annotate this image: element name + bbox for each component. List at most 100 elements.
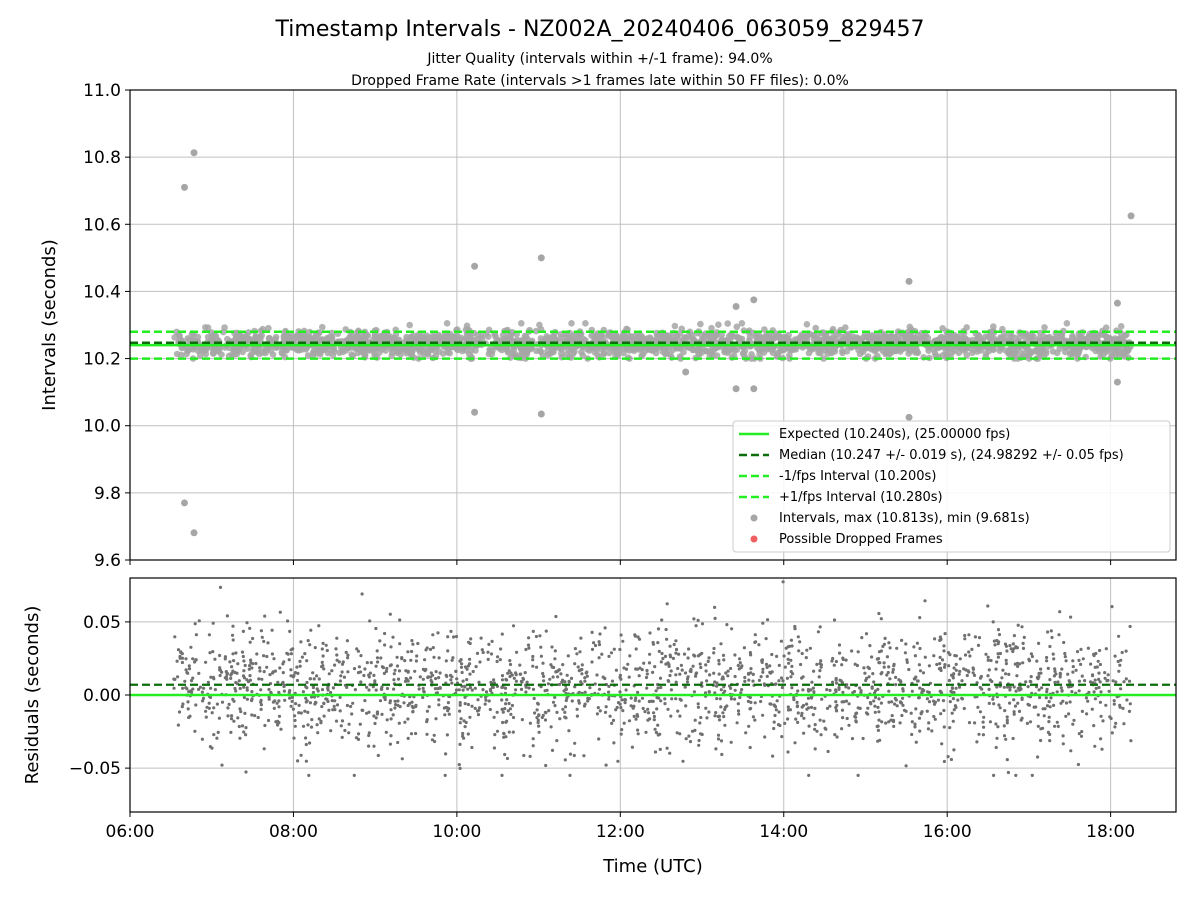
residual-point: [704, 706, 708, 710]
residual-point: [359, 680, 363, 684]
residual-point: [1030, 654, 1034, 659]
residual-point: [927, 721, 931, 725]
residual-point: [211, 650, 215, 654]
residual-point: [1124, 649, 1128, 653]
interval-point: [904, 328, 912, 336]
residual-point: [914, 707, 918, 711]
residual-point: [664, 627, 668, 632]
residual-point: [406, 670, 410, 674]
residual-point: [402, 701, 406, 705]
intervals-panel: 9.69.810.010.210.410.610.811.0 Intervals…: [39, 81, 1177, 571]
residual-point: [278, 666, 282, 670]
residual-point: [777, 663, 781, 668]
residual-point: [877, 611, 881, 616]
residual-point: [847, 723, 851, 727]
residual-point: [503, 752, 507, 757]
residual-point: [802, 716, 806, 720]
residual-point: [1048, 732, 1052, 737]
residual-point: [541, 661, 545, 665]
residual-point: [875, 724, 879, 729]
residual-point: [491, 685, 495, 690]
residual-point: [1004, 662, 1009, 666]
residual-point: [751, 679, 755, 683]
residual-point: [1008, 685, 1012, 689]
residual-point: [508, 659, 512, 663]
residual-point: [850, 737, 855, 741]
interval-point: [173, 328, 180, 336]
residual-point: [563, 715, 567, 719]
residual-point: [1036, 677, 1040, 681]
interval-point: [825, 346, 832, 353]
residual-point: [1127, 679, 1132, 683]
residual-point: [804, 656, 808, 660]
residual-point: [588, 686, 592, 690]
residual-point: [714, 747, 718, 751]
residual-point: [939, 712, 943, 716]
residual-point: [811, 686, 816, 690]
residual-point: [645, 686, 649, 690]
residual-point: [1111, 679, 1115, 683]
residual-point: [937, 667, 942, 671]
residual-point: [834, 678, 838, 682]
residual-point: [304, 759, 308, 763]
residual-point: [1089, 662, 1093, 666]
residual-point: [1113, 654, 1117, 658]
residual-point: [717, 662, 721, 666]
residual-point: [528, 721, 533, 725]
residual-point: [417, 687, 421, 691]
residual-point: [1048, 644, 1052, 649]
interval-point: [1063, 320, 1071, 327]
residual-point: [951, 674, 955, 679]
interval-outlier-point: [905, 413, 913, 421]
residual-point: [288, 629, 292, 634]
interval-point: [633, 336, 641, 344]
residual-point: [901, 696, 905, 700]
residual-point: [824, 727, 828, 731]
interval-point: [982, 350, 990, 357]
residual-point: [483, 702, 487, 706]
residual-point: [877, 661, 881, 665]
residual-point: [548, 677, 552, 681]
residuals-x-tick-label: 10:00: [432, 822, 481, 842]
residual-point: [299, 753, 303, 757]
interval-point: [1099, 351, 1107, 359]
residual-point: [391, 635, 395, 639]
interval-point: [339, 348, 347, 356]
residual-point: [255, 652, 259, 656]
residual-point: [841, 656, 845, 660]
residual-point: [960, 679, 964, 683]
interval-point: [718, 331, 726, 339]
residual-point: [630, 745, 635, 749]
interval-point: [258, 332, 266, 339]
interval-point: [698, 331, 705, 339]
residual-point: [1112, 699, 1116, 703]
residual-point: [315, 723, 319, 727]
residual-point: [308, 643, 312, 647]
residual-point: [197, 619, 201, 623]
interval-point: [951, 347, 958, 354]
residual-point: [582, 754, 586, 758]
residual-point: [291, 707, 295, 711]
residual-point: [610, 721, 614, 726]
residual-point: [1005, 649, 1009, 653]
residual-point: [575, 714, 580, 718]
residual-point: [565, 673, 569, 677]
residual-point: [315, 674, 319, 678]
residual-point: [443, 773, 447, 778]
residual-point: [997, 703, 1001, 707]
residual-point: [477, 708, 481, 712]
residual-point: [558, 717, 562, 721]
residual-point: [705, 679, 709, 683]
residual-point: [242, 669, 246, 673]
interval-point: [974, 348, 981, 355]
residual-point: [812, 669, 816, 673]
residual-point: [1013, 662, 1017, 666]
interval-point: [351, 345, 359, 352]
legend-swatch-intervals: [750, 514, 758, 522]
interval-point: [697, 320, 704, 328]
residual-point: [568, 773, 572, 778]
residual-point: [932, 714, 936, 719]
residual-point: [994, 722, 998, 726]
residual-point: [549, 663, 553, 667]
interval-outlier-point: [905, 277, 913, 285]
